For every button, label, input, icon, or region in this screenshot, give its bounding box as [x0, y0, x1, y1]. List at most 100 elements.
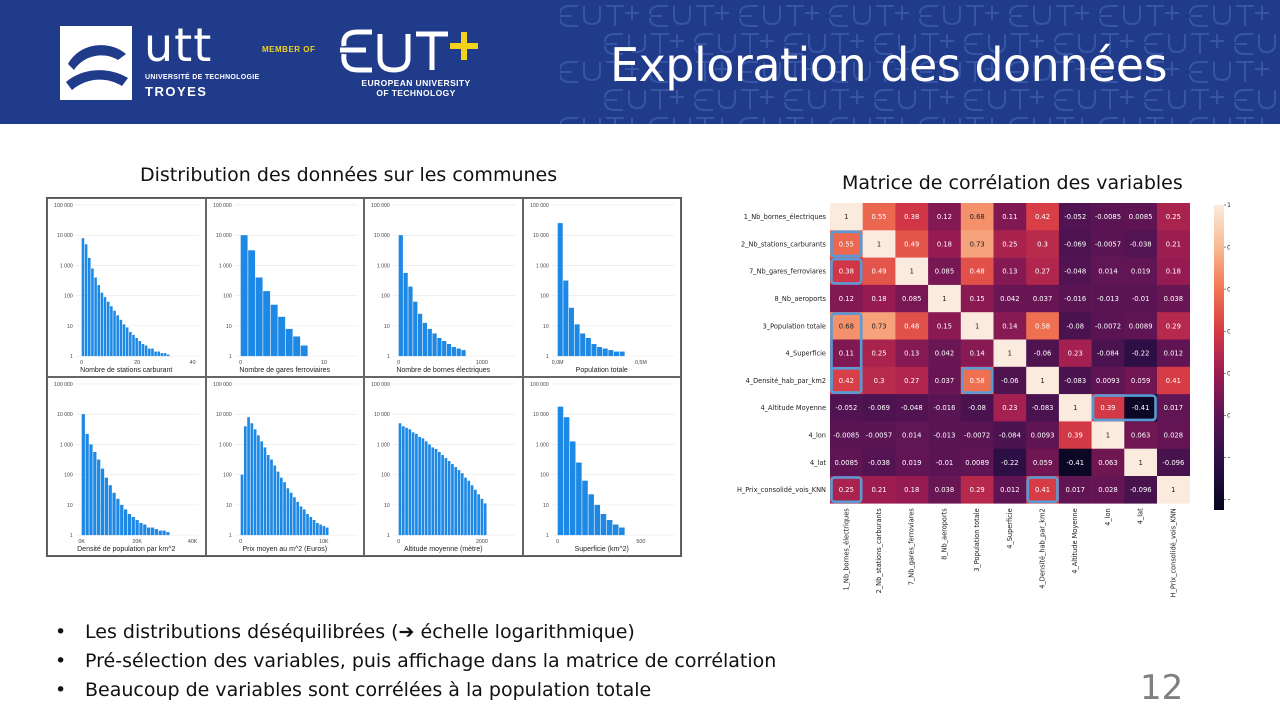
histogram-bar [97, 285, 101, 357]
pattern-glyph [964, 89, 1044, 111]
histogram-ytick: 10 000 [374, 412, 390, 418]
histogram-ytick: 100 [223, 473, 232, 479]
heatmap-cell [895, 230, 929, 258]
histogram-xtick: 0K [78, 539, 85, 545]
heatmap-cell [862, 312, 896, 340]
page-title: Exploration des données [610, 38, 1168, 92]
bullet-item: Pré-sélection des variables, puis affich… [55, 647, 776, 676]
heatmap-cell [1058, 284, 1092, 313]
histogram-ytick: 100 [64, 473, 73, 479]
heatmap-value: -0.01 [1132, 295, 1150, 303]
heatmap-value: -0.083 [1032, 404, 1054, 412]
heatmap-row-label: 4_Superficie [786, 350, 826, 358]
histogram-xtick: 0 [239, 539, 242, 545]
histogram-ytick: 1 [70, 533, 73, 539]
heatmap-value: 0.38 [839, 268, 854, 276]
heatmap-value: 0.41 [1166, 377, 1181, 385]
pattern-glyph [694, 33, 774, 55]
heatmap-value: 0.042 [935, 350, 954, 358]
heatmap-cell [830, 421, 863, 449]
heatmap-value: 0.042 [1000, 295, 1019, 303]
pattern-glyph [1189, 5, 1269, 27]
utt-subtitle: UNIVERSITÉ DE TECHNOLOGIE [145, 74, 260, 81]
histogram-xtick: 0,5M [634, 360, 646, 366]
heatmap-value: 0.038 [1164, 295, 1183, 303]
histogram-xtick: 500 [636, 539, 645, 545]
histogram-bar [262, 291, 270, 357]
heatmap-cell [1124, 421, 1158, 449]
histogram-bar [81, 238, 85, 357]
eut-caption: EUROPEAN UNIVERSITY OF TECHNOLOGY [338, 78, 494, 98]
heatmap-value: -0.052 [1064, 213, 1086, 221]
pattern-glyph [1099, 5, 1179, 27]
histogram-bar [272, 465, 276, 536]
heatmap-value: 1 [942, 295, 946, 303]
histogram-ytick: 100 000 [213, 382, 232, 388]
histogram-bar [456, 348, 461, 357]
heatmap-value: 0.063 [1098, 459, 1117, 467]
heatmap-col-label: 7_Nb_gares_ferroviares [908, 508, 916, 585]
pattern-glyph [1234, 89, 1276, 111]
histogram-bar [100, 468, 105, 536]
histogram-bar [579, 333, 585, 357]
pattern-glyph [649, 5, 729, 27]
heatmap-cell [895, 203, 929, 231]
heatmap-value: -0.096 [1162, 459, 1184, 467]
pattern-glyph [1144, 89, 1224, 111]
pattern-glyph [1054, 89, 1134, 111]
heatmap-value: 1 [844, 213, 848, 221]
histogram-bar [575, 462, 582, 536]
heatmap-cell [928, 394, 962, 422]
pattern-glyph [1099, 117, 1179, 124]
histogram-bar [417, 313, 423, 357]
heatmap-cell [1157, 366, 1190, 395]
heatmap-value: 0.18 [1166, 268, 1181, 276]
heatmap-value: 0.58 [1035, 322, 1050, 330]
heatmap-cell [1026, 257, 1060, 286]
histogram-xtick: 40K [188, 539, 198, 545]
heatmap-value: 1 [975, 322, 979, 330]
histogram-ytick: 10 [67, 503, 73, 509]
heatmap-value: -0.048 [901, 404, 923, 412]
heatmap-value: -0.0085 [1095, 213, 1121, 221]
heatmap-value: 0.25 [839, 486, 854, 494]
histogram-bar [104, 477, 108, 536]
histogram-bar [253, 429, 256, 536]
heatmap-cell [1058, 394, 1092, 422]
heatmap-cell [960, 257, 994, 286]
highlight-box [830, 230, 863, 258]
heatmap-value: -0.41 [1132, 404, 1150, 412]
heatmap-value: 0.028 [1164, 431, 1183, 439]
histogram-xtick: 0 [397, 539, 400, 545]
heatmap-value: 0.012 [1000, 486, 1019, 494]
heatmap-cell [1091, 366, 1125, 395]
histogram-bar [162, 530, 166, 536]
histogram-bar [100, 292, 104, 357]
histogram-xlabel: Nombre de bornes électriques [396, 367, 491, 374]
histogram-bar [243, 426, 247, 536]
heatmap-cell [1124, 448, 1158, 477]
histogram-bar [129, 331, 132, 357]
heatmap-value: 0.0085 [1129, 213, 1153, 221]
heatmap-cell [993, 448, 1027, 477]
histogram-bar [418, 436, 422, 536]
heatmap-cell [1091, 203, 1125, 231]
heatmap-cell [960, 284, 994, 313]
histogram-ytick: 1 [387, 354, 390, 360]
heatmap-value: 0.0093 [1031, 431, 1055, 439]
heatmap-value: -0.048 [1064, 268, 1086, 276]
heatmap-cell [1157, 257, 1190, 286]
histogram-bar [116, 315, 119, 357]
heatmap-value: 0.13 [1002, 268, 1017, 276]
histogram-ytick: 1 000 [377, 442, 390, 448]
colorbar-label: −0.2 [1227, 454, 1230, 462]
histogram-ytick: 10 000 [216, 233, 232, 239]
histogram-bar [401, 426, 405, 536]
histogram-bar [421, 438, 425, 536]
histogram-bar [451, 347, 456, 357]
heatmap-value: 0.0089 [1129, 322, 1153, 330]
heatmap-value: 0.13 [904, 350, 919, 358]
